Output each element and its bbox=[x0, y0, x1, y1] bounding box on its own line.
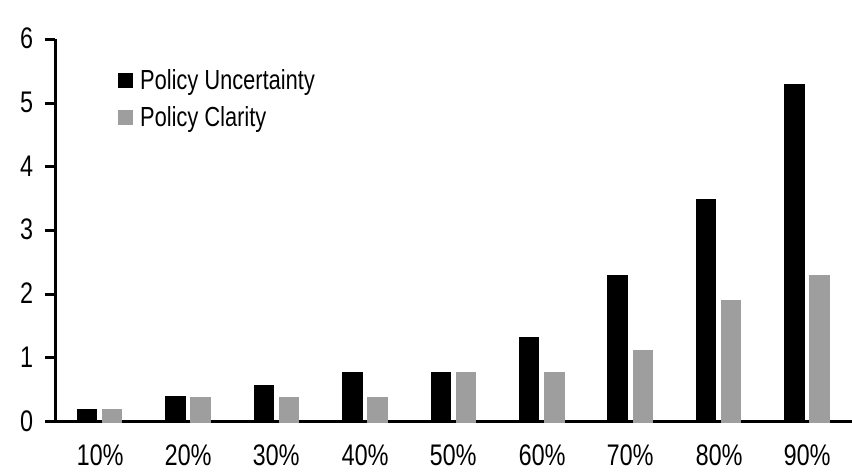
bar-policy-clarity bbox=[455, 372, 477, 423]
legend-label-policy-uncertainty: Policy Uncertainty bbox=[140, 64, 315, 95]
y-axis-tick-label: 0 bbox=[19, 404, 33, 438]
bar-policy-uncertainty bbox=[607, 274, 628, 423]
y-axis-tick bbox=[45, 356, 55, 360]
x-axis-category-label: 80% bbox=[695, 439, 743, 472]
bar-policy-clarity bbox=[278, 396, 300, 423]
bar-policy-clarity bbox=[720, 300, 742, 423]
y-axis-tick-label: 4 bbox=[19, 149, 33, 183]
x-axis-category-label: 90% bbox=[783, 439, 831, 472]
legend-item-policy-uncertainty: Policy Uncertainty bbox=[118, 65, 364, 95]
bar-policy-uncertainty bbox=[430, 371, 451, 423]
x-axis-category-label: 30% bbox=[252, 439, 300, 472]
x-axis-category-label: 70% bbox=[606, 439, 654, 472]
bar-policy-uncertainty bbox=[76, 408, 98, 423]
x-axis-category-label: 20% bbox=[164, 439, 212, 472]
bar-policy-clarity bbox=[632, 349, 653, 423]
y-axis-tick bbox=[45, 420, 55, 423]
bar-policy-uncertainty bbox=[253, 385, 275, 423]
legend-label-policy-clarity: Policy Clarity bbox=[140, 101, 267, 132]
bar-policy-clarity bbox=[809, 274, 830, 423]
bar-policy-clarity bbox=[101, 408, 123, 423]
x-axis-category-label: 50% bbox=[429, 439, 477, 472]
bar-policy-clarity bbox=[190, 396, 211, 423]
bar-policy-uncertainty bbox=[784, 83, 805, 423]
bar-policy-clarity bbox=[367, 396, 388, 423]
y-axis-tick-label: 6 bbox=[19, 22, 33, 56]
policy-clarity-swatch-icon bbox=[118, 109, 133, 125]
legend: Policy Uncertainty Policy Clarity bbox=[118, 65, 364, 132]
y-axis-tick bbox=[45, 228, 55, 232]
x-axis-category-label: 40% bbox=[341, 439, 389, 472]
y-axis-tick bbox=[45, 101, 55, 105]
bar-policy-uncertainty bbox=[342, 372, 363, 423]
y-axis-tick bbox=[45, 37, 55, 41]
y-axis bbox=[53, 39, 57, 423]
x-axis-category-label: 10% bbox=[76, 439, 123, 472]
bar-policy-uncertainty bbox=[695, 198, 717, 423]
bar-policy-clarity bbox=[544, 372, 565, 423]
bar-policy-uncertainty bbox=[518, 336, 540, 423]
x-axis-category-label: 60% bbox=[518, 439, 566, 472]
y-axis-tick-label: 5 bbox=[19, 86, 33, 119]
y-axis-tick bbox=[45, 292, 55, 296]
policy-uncertainty-swatch-icon bbox=[118, 72, 133, 88]
y-axis-tick-label: 2 bbox=[19, 277, 33, 311]
bar-policy-uncertainty bbox=[165, 396, 186, 423]
y-axis-tick bbox=[45, 165, 55, 169]
legend-item-policy-clarity: Policy Clarity bbox=[118, 102, 364, 132]
y-axis-tick-label: 3 bbox=[19, 213, 33, 247]
y-axis-tick-label: 1 bbox=[19, 340, 33, 374]
